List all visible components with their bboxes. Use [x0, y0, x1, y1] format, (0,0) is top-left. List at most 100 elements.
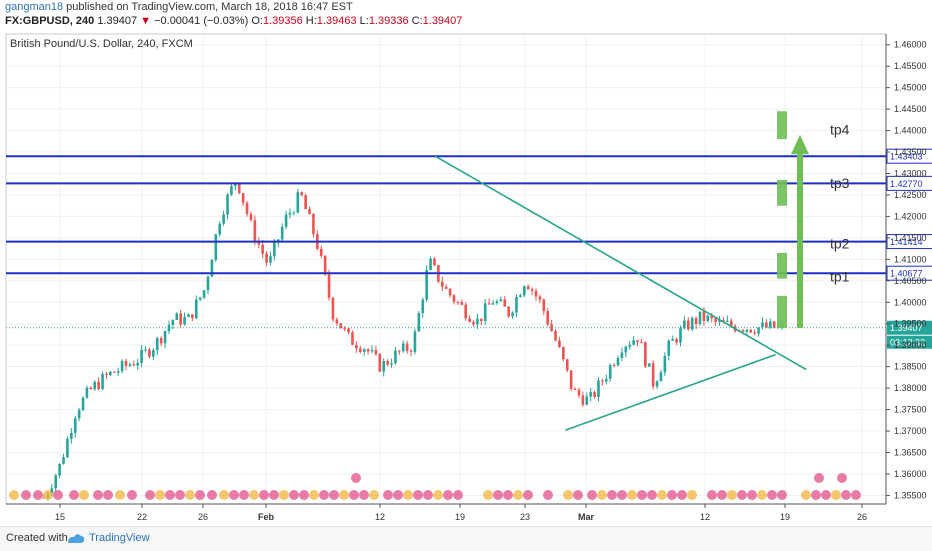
x-tick-label: 12	[700, 512, 710, 522]
candle-body	[589, 392, 592, 397]
candle-body	[753, 332, 756, 334]
created-with-label: Created with	[6, 532, 68, 544]
candle-body	[741, 330, 745, 332]
open-value: 1.39356	[262, 15, 303, 27]
candle-body	[495, 301, 499, 304]
candle-body	[444, 286, 448, 289]
candle-body	[343, 328, 346, 330]
event-marker-icon	[443, 490, 453, 500]
candle-body	[710, 315, 714, 319]
trendlines	[435, 155, 807, 431]
candle-body	[366, 349, 370, 352]
last-price-label: 1.39407	[890, 323, 923, 333]
event-marker-icon	[637, 490, 647, 500]
candle-body	[413, 331, 417, 352]
candle-body	[714, 318, 717, 322]
candle-body	[417, 312, 421, 332]
candle-body	[706, 315, 710, 321]
event-marker-icon	[821, 490, 831, 500]
candle-body	[382, 361, 386, 372]
event-marker-icon	[513, 490, 523, 500]
event-marker-icon	[851, 490, 861, 500]
y-tick-label: 1.38000	[894, 383, 927, 393]
candle-body	[765, 322, 768, 328]
tradingview-link[interactable]: TradingView	[89, 532, 150, 544]
candle-body	[120, 360, 124, 372]
target-label: tp3	[830, 175, 850, 191]
event-marker-icon	[33, 490, 43, 500]
event-marker-icon	[617, 490, 627, 500]
price-chart[interactable]: 1.43403 1.42770 1.41414 1.40677 1.39407 03:1…	[0, 30, 932, 526]
y-tick-label: 1.41500	[894, 233, 927, 243]
event-marker-icon	[155, 490, 165, 500]
candle-body	[452, 295, 456, 302]
event-marker-icon	[597, 490, 607, 500]
candle-body	[464, 304, 468, 319]
candle-body	[530, 289, 534, 291]
y-tick-label: 1.40000	[894, 297, 927, 307]
candle-body	[534, 290, 538, 297]
chart-title: British Pound/U.S. Dollar, 240, FXCM	[10, 38, 193, 50]
candle-body	[515, 297, 518, 313]
event-marker-icon	[727, 490, 737, 500]
candle-body	[144, 349, 147, 351]
candle-body	[624, 346, 628, 353]
candle-body	[460, 302, 464, 305]
event-marker-icon	[79, 490, 89, 500]
candle-body	[198, 297, 202, 300]
candle-body	[620, 352, 624, 359]
candle-body	[472, 321, 475, 325]
candle-body	[421, 299, 425, 313]
event-marker-icon	[259, 490, 269, 500]
y-tick-label: 1.44000	[894, 126, 927, 136]
candle-body	[558, 340, 561, 347]
candle-body	[491, 303, 495, 305]
y-tick-label: 1.35500	[894, 490, 927, 500]
candle-body	[573, 388, 577, 390]
candle-body	[519, 295, 522, 298]
x-tick-label: 15	[55, 512, 65, 522]
candle-body	[257, 242, 261, 245]
candle-body	[390, 363, 393, 365]
candle-body	[655, 381, 659, 387]
candle-body	[718, 320, 721, 322]
candle-body	[729, 320, 733, 326]
candle-body	[280, 226, 284, 240]
event-marker-icon	[351, 473, 361, 483]
candle-body	[116, 371, 120, 373]
candle-body	[85, 387, 89, 398]
time-axis[interactable]: 15 22 26 Feb 12 19 23 Mar 12 19 26	[6, 503, 886, 522]
event-marker-icon	[837, 473, 847, 483]
event-marker-icon	[185, 490, 195, 500]
event-marker-icon	[319, 490, 329, 500]
event-marker-icon	[21, 490, 31, 500]
x-tick-label: 19	[455, 512, 465, 522]
candle-body	[425, 270, 428, 300]
candle-body	[70, 432, 73, 439]
candle-body	[97, 381, 100, 390]
y-tick-label: 1.42500	[894, 190, 927, 200]
x-tick-label: 12	[375, 512, 385, 522]
candle-body	[89, 387, 93, 390]
candle-body	[698, 311, 702, 325]
candle-body	[237, 182, 241, 194]
candle-body	[214, 234, 218, 260]
x-tick-label: 22	[137, 512, 147, 522]
event-marker-icon	[9, 490, 19, 500]
candle-body	[386, 361, 389, 365]
candle-body	[690, 317, 694, 330]
candle-body	[42, 497, 46, 499]
event-marker-icon	[369, 490, 379, 500]
tradingview-logo-icon	[68, 534, 85, 543]
y-tick-label: 1.44500	[894, 104, 927, 114]
candle-body	[66, 438, 69, 458]
candle-body	[249, 213, 253, 220]
price-axis[interactable]: 1.46000 1.45500 1.45000 1.44500 1.44000 1.435…	[885, 34, 927, 504]
last-price-box	[887, 320, 932, 335]
candle-body	[546, 311, 550, 325]
candle-body	[175, 313, 179, 320]
candle-body	[253, 219, 257, 243]
candle-body	[585, 396, 589, 405]
author-link[interactable]: gangman18	[5, 1, 64, 13]
candle-body	[468, 318, 471, 322]
